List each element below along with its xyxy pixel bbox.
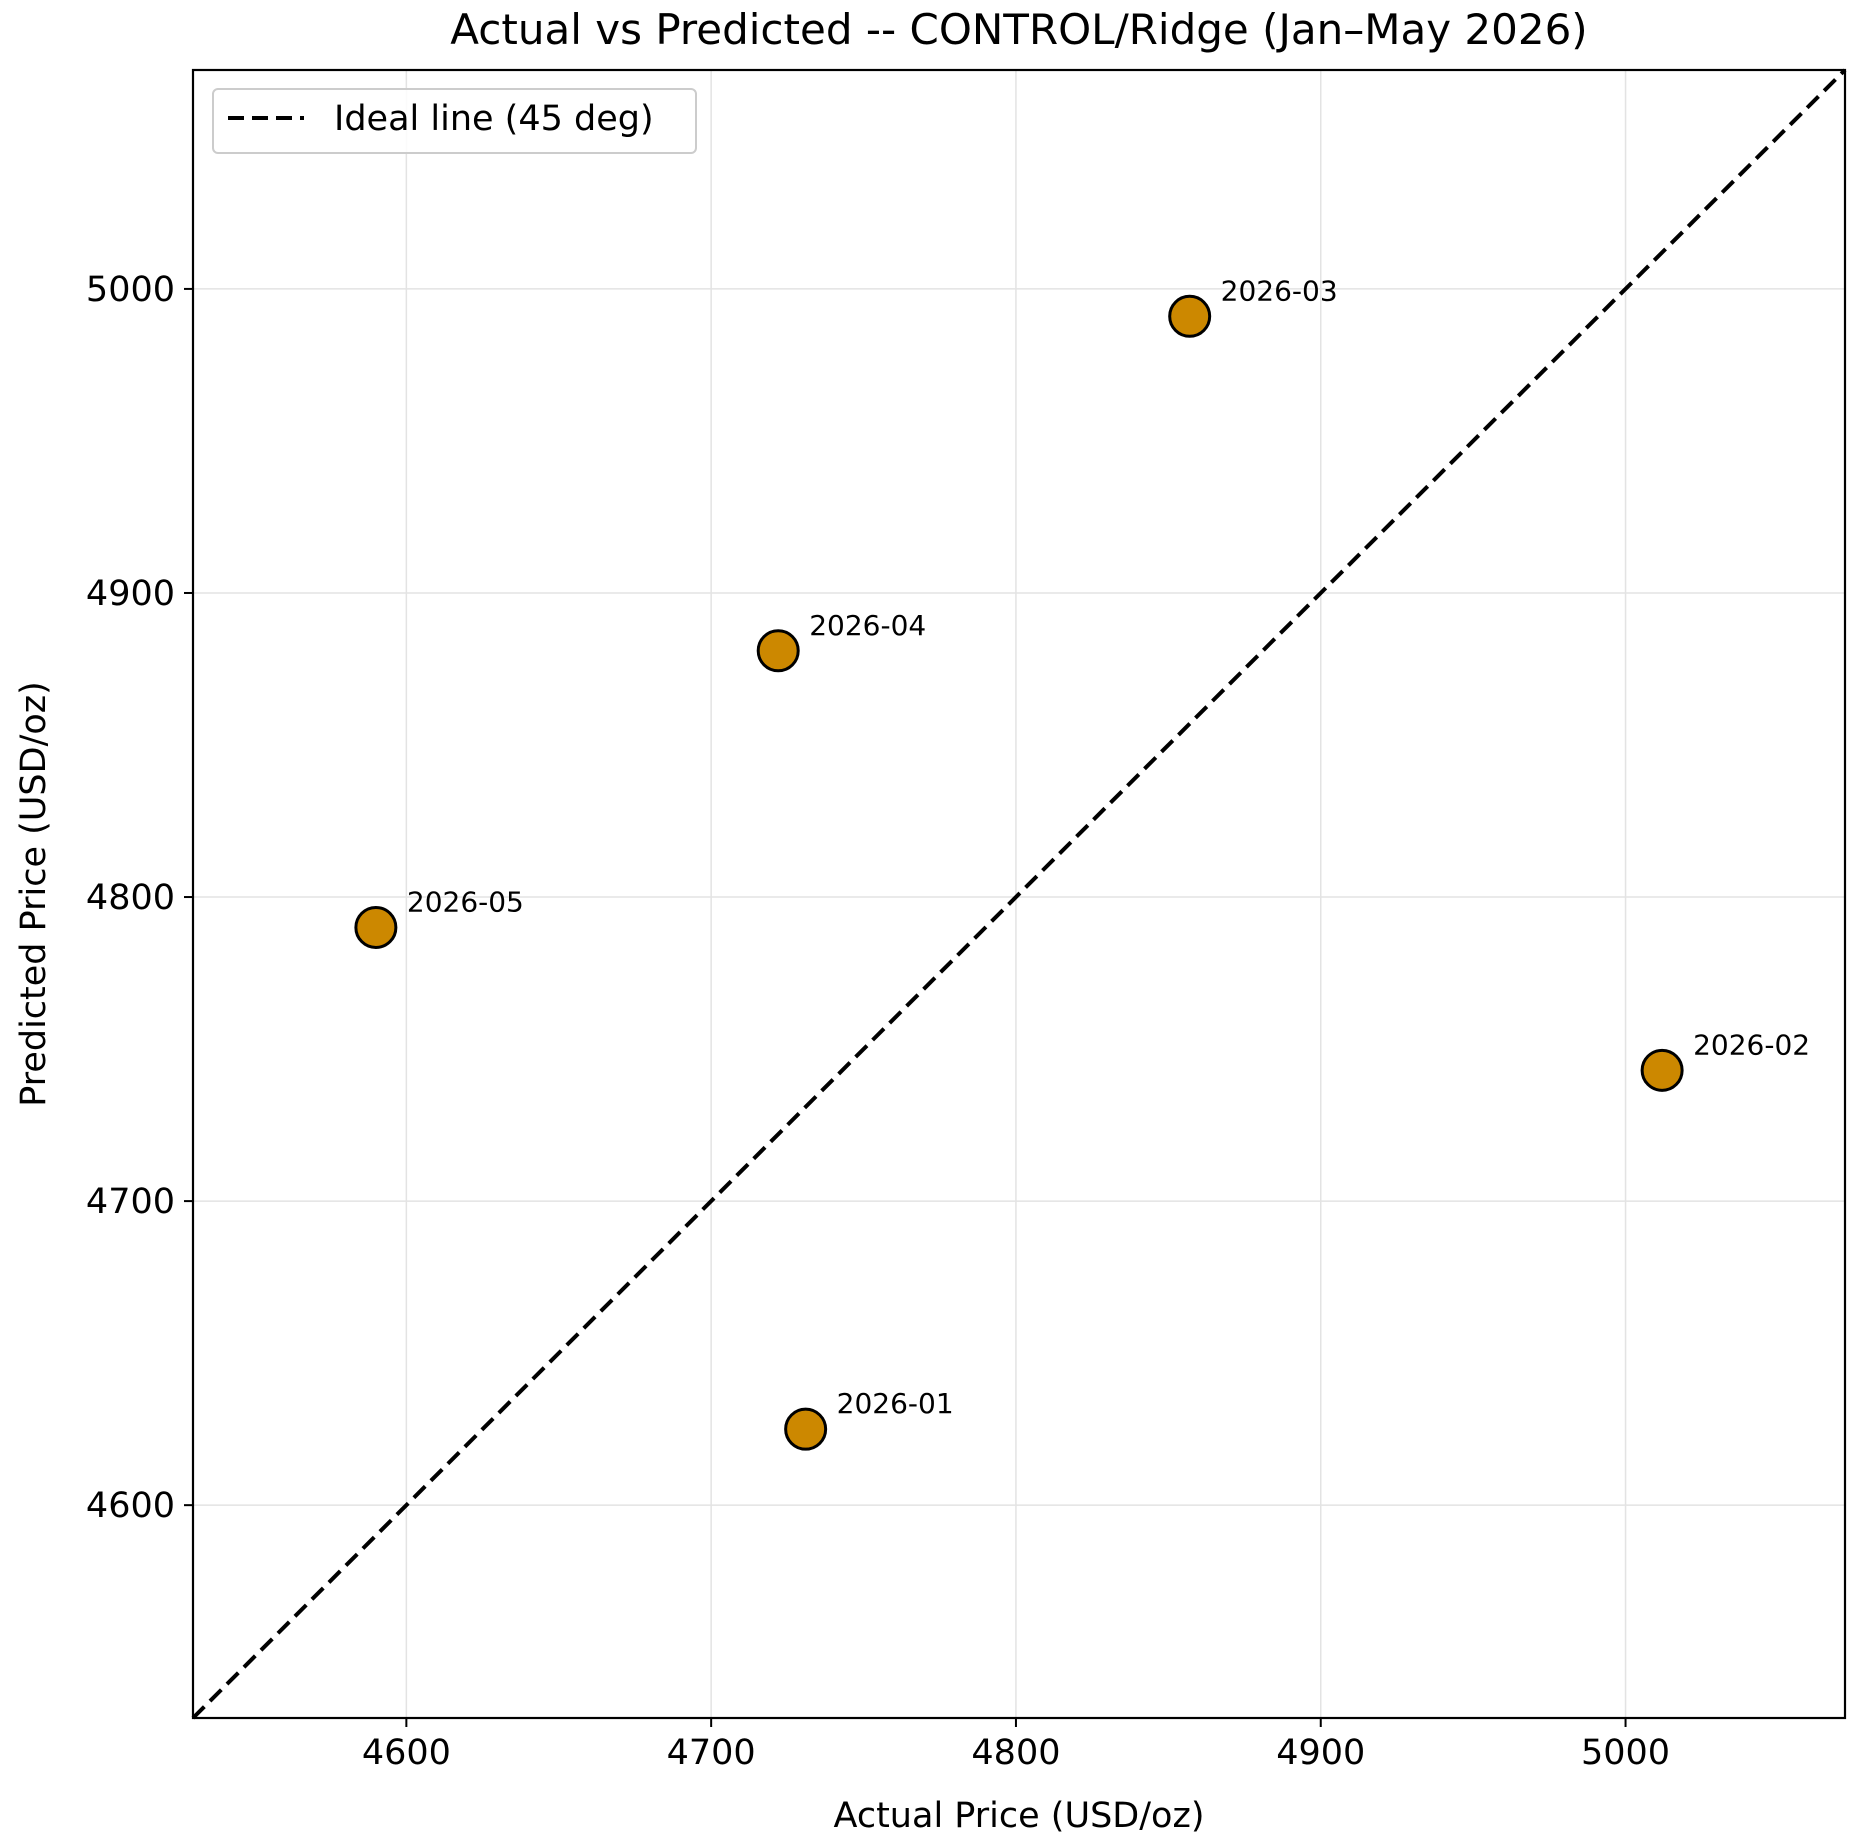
- legend-ideal-line-label: Ideal line (45 deg): [334, 99, 654, 139]
- data-point: [354, 905, 398, 949]
- data-point: [756, 629, 800, 673]
- points-layer: 2026-01 2026-02 2026-03 2026-04 2026-05: [354, 274, 1810, 1451]
- x-tick-label: 5000: [1581, 1733, 1670, 1773]
- x-axis-label: Actual Price (USD/oz): [834, 1796, 1205, 1836]
- point-label: 2026-02: [1693, 1028, 1810, 1061]
- point-label: 2026-03: [1221, 274, 1338, 307]
- y-tick-label: 4800: [86, 878, 175, 918]
- ideal-line-layer: [191, 68, 1847, 1720]
- x-tick-label: 4800: [971, 1733, 1060, 1773]
- point-label: 2026-01: [837, 1387, 954, 1420]
- ideal-line: [191, 68, 1847, 1720]
- data-point: [1168, 294, 1212, 338]
- point-label: 2026-04: [809, 609, 926, 642]
- data-point: [784, 1407, 828, 1451]
- y-tick-label: 5000: [86, 270, 175, 310]
- y-axis-label: Predicted Price (USD/oz): [14, 681, 54, 1107]
- grid: [193, 70, 1845, 1718]
- data-point: [1640, 1048, 1684, 1092]
- point-label: 2026-05: [407, 885, 524, 918]
- chart-title: Actual vs Predicted -- CONTROL/Ridge (Ja…: [450, 5, 1587, 54]
- y-tick-label: 4900: [86, 574, 175, 614]
- y-tick-label: 4700: [86, 1182, 175, 1222]
- x-tick-label: 4900: [1276, 1733, 1365, 1773]
- legend-box: [212, 88, 697, 154]
- plot-frame: [191, 68, 1847, 1720]
- x-tick-label: 4600: [362, 1733, 451, 1773]
- legend: Ideal line (45 deg): [212, 88, 697, 154]
- ticks: 4600 4700 4800 4900 5000 4600 4700 4800 4900 5000: [86, 270, 1670, 1773]
- x-tick-label: 4700: [667, 1733, 756, 1773]
- y-tick-label: 4600: [86, 1486, 175, 1526]
